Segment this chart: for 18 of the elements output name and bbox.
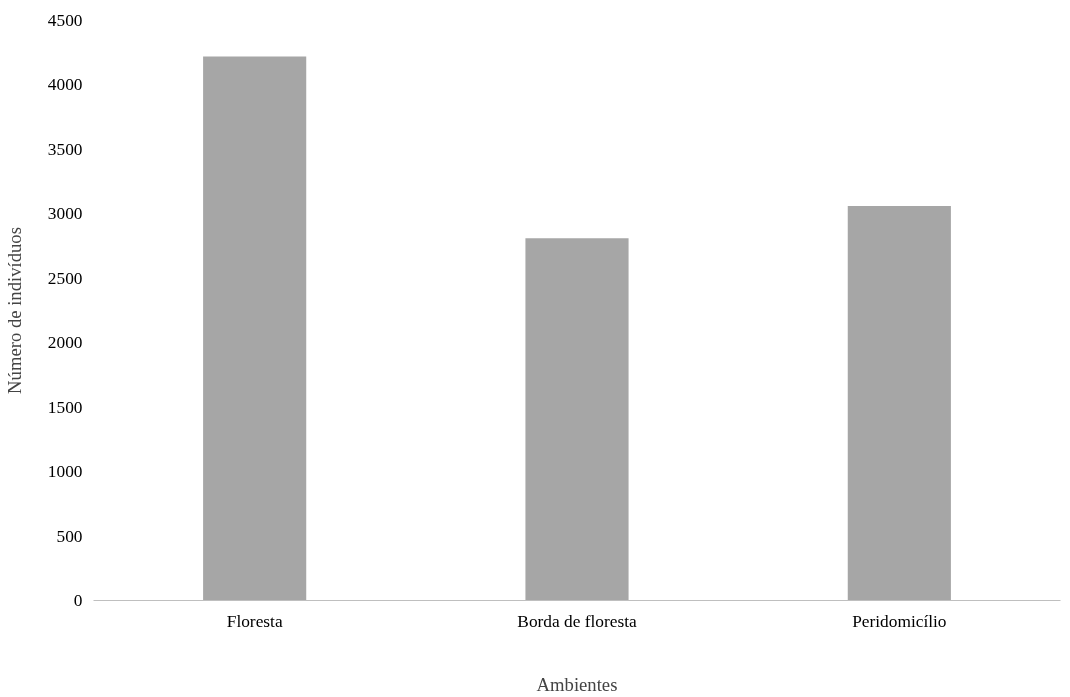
bar bbox=[525, 238, 629, 601]
x-axis-title: Ambientes bbox=[536, 673, 618, 695]
y-tick-label: 2500 bbox=[47, 268, 83, 288]
y-tick-label: 3500 bbox=[47, 139, 83, 159]
y-tick-label: 2000 bbox=[47, 333, 83, 353]
y-tick-label: 3000 bbox=[47, 204, 83, 224]
y-axis-title: Número de indivíduos bbox=[3, 227, 25, 394]
bar bbox=[847, 206, 951, 601]
x-tick-label: Peridomicílio bbox=[852, 611, 947, 631]
y-tick-label: 1000 bbox=[47, 462, 83, 482]
y-tick-label: 500 bbox=[56, 526, 83, 546]
y-tick-label: 1500 bbox=[47, 397, 83, 417]
y-tick-label: 4000 bbox=[47, 75, 83, 95]
bar bbox=[203, 56, 307, 601]
y-tick-label: 0 bbox=[73, 591, 83, 610]
y-tick-label: 4500 bbox=[47, 11, 83, 30]
x-tick-label: Borda de floresta bbox=[517, 611, 637, 631]
x-tick-label: Floresta bbox=[226, 611, 283, 631]
